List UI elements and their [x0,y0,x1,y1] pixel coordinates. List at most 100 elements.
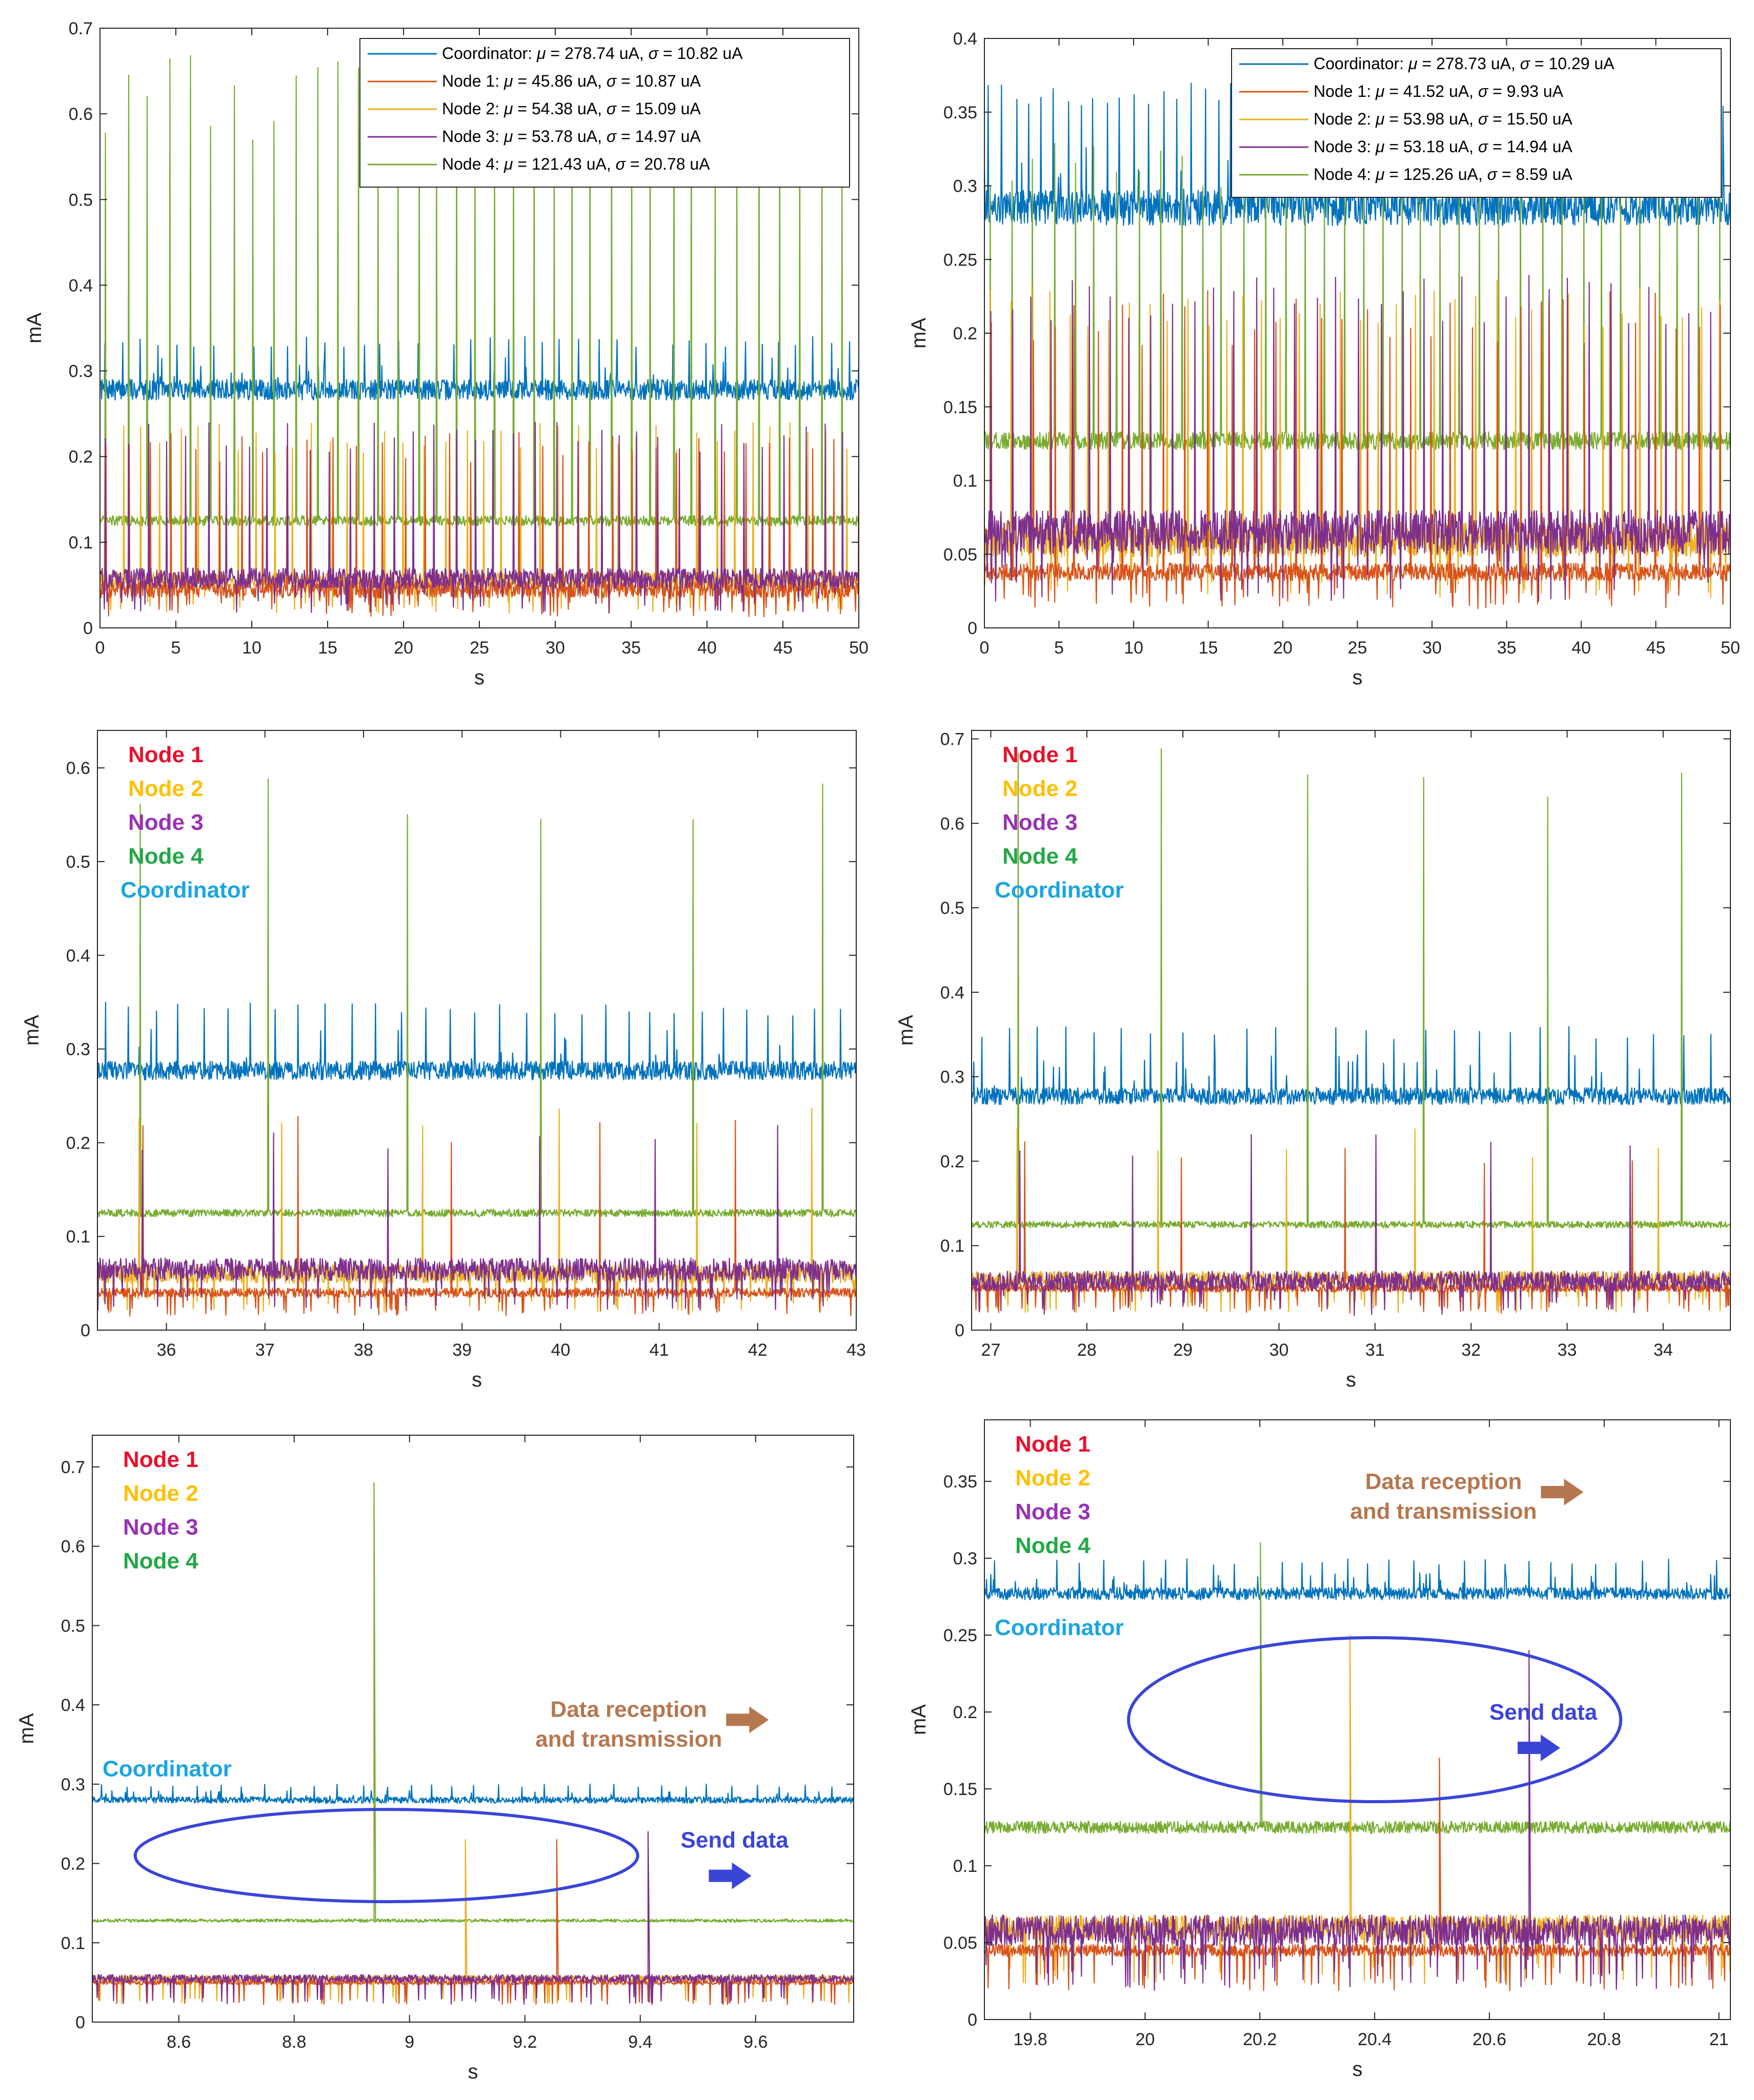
y-tick-label: 0.3 [61,1775,85,1795]
x-tick-label: 9.6 [743,2032,768,2052]
annotation-group: Data reception and transmission Send data [1127,1469,1623,1803]
y-tick-label: 0.2 [953,324,977,343]
legend-box [359,38,850,188]
x-tick-label: 32 [1461,1340,1481,1360]
y-tick-label: 0.1 [69,533,93,553]
x-tick-label: 38 [354,1340,373,1360]
x-tick-label: 45 [1646,638,1666,658]
axes-frame [97,730,857,1331]
legend-entry-coordinator: Coordinator: μ = 278.73 uA, σ = 10.29 uA [1314,54,1615,73]
right-arrow-icon [1541,1479,1584,1505]
y-tick-label: 0.6 [940,814,964,833]
x-axis-label: s [474,666,485,689]
y-tick-label: 0.7 [61,1458,85,1477]
label-node-4: Node 4 [1015,1533,1091,1558]
x-axis-label: s [1346,1369,1356,1391]
y-tick-label: 0.25 [943,250,977,270]
axes-frame [92,1435,854,2023]
y-tick-label: 0.25 [943,1626,977,1645]
label-node-3: Node 3 [128,810,204,835]
series-coordinator [92,1783,854,1804]
series-node3 [984,1649,1730,1991]
annotation-group: Data reception and transmission Send data [133,1697,789,1904]
send-data-label: Send data [681,1828,789,1853]
x-tick-label: 50 [1721,638,1740,658]
y-tick-label: 0.4 [61,1696,85,1715]
label-node-1: Node 1 [1002,742,1078,767]
y-tick-label: 0 [967,619,977,638]
plot-area [97,778,856,1317]
x-tick-label: 20.6 [1473,2030,1506,2049]
x-tick-label: 27 [981,1340,1001,1360]
label-coordinator: Coordinator [995,878,1124,903]
y-tick-label: 0.1 [940,1236,964,1256]
legend-entry-node1: Node 1: μ = 45.86 uA, σ = 10.87 uA [442,72,701,90]
y-tick-label: 0.7 [69,19,93,38]
y-tick-label: 0.2 [940,1152,964,1171]
x-tick-label: 33 [1558,1340,1577,1360]
x-tick-label: 40 [551,1340,570,1360]
x-tick-label: 31 [1365,1340,1385,1360]
y-axis-label: mA [908,1704,930,1735]
legend-entry-coordinator: Coordinator: μ = 278.74 uA, σ = 10.82 uA [442,44,743,63]
x-tick-label: 20.4 [1358,2030,1392,2049]
label-node-2: Node 2 [1015,1465,1091,1491]
y-tick-label: 0 [83,619,93,638]
chart-panel-1: 0 5 10 15 20 25 30 35 40 45 50 0 0.1 0.2 0.3 0.4 0.5 0.6 0… [23,19,869,689]
x-tick-label: 0 [980,638,990,658]
y-tick-label: 0.7 [940,729,964,749]
label-node-3: Node 3 [1002,810,1078,835]
y-tick-label: 0.6 [69,105,93,124]
y-axis-label: mA [21,1015,43,1046]
chart-panel-3: 36 37 38 39 40 41 42 43 0 0.1 0.2 0.3 0.4 0.5 0.6 s mA No… [21,730,866,1391]
x-tick-label: 35 [1497,638,1517,658]
label-node-3: Node 3 [1015,1499,1091,1524]
series-node3 [97,1125,856,1311]
y-tick-label: 0.4 [953,29,977,49]
series-node4 [984,1542,1730,1834]
y-tick-label: 0.5 [69,190,93,210]
series-coordinator [984,82,1730,227]
series-coordinator [100,336,859,401]
x-tick-label: 43 [846,1340,866,1360]
y-tick-label: 0.3 [66,1040,90,1059]
send-data-ellipse [133,1808,639,1904]
chart-panel-6: 19.8 20 20.2 20.4 20.6 20.8 21 0 0.05 0.1 0.15 0.2 0… [908,1419,1731,2081]
series-node3 [972,1134,1730,1316]
y-tick-label: 0.1 [66,1227,90,1247]
x-tick-label: 5 [171,638,181,658]
data-reception-label-line2: and transmission [1350,1499,1537,1524]
x-tick-label: 30 [1422,638,1442,658]
y-tick-label: 0.2 [61,1854,85,1874]
y-axis-label: mA [15,1713,38,1744]
y-tick-label: 0.15 [943,1780,977,1799]
y-tick-label: 0 [955,1321,964,1340]
series-node1 [984,290,1730,609]
y-tick-label: 0.2 [66,1133,90,1153]
x-tick-label: 41 [650,1340,669,1360]
x-tick-label: 30 [1269,1340,1289,1360]
x-tick-label: 20.2 [1243,2030,1277,2049]
legend-box [1231,48,1722,198]
label-node-1: Node 1 [123,1447,198,1472]
x-tick-label: 0 [95,638,105,658]
y-tick-label: 0 [967,2010,977,2030]
data-reception-label-line1: Data reception [1365,1469,1522,1494]
x-tick-label: 9.2 [513,2032,537,2052]
x-tick-label: 10 [242,638,261,658]
legend: Coordinator: μ = 278.73 uA, σ = 10.29 uA… [1231,48,1722,198]
y-tick-label: 0.4 [66,946,90,966]
x-axis-label: s [1353,666,1363,689]
y-tick-label: 0.1 [61,1933,85,1953]
right-arrow-icon [726,1706,769,1734]
legend-entry-node3: Node 3: μ = 53.18 uA, σ = 14.94 uA [1314,137,1572,156]
x-tick-label: 35 [621,638,641,658]
y-tick-label: 0.05 [943,1933,977,1953]
label-coordinator: Coordinator [103,1756,232,1781]
label-node-1: Node 1 [1015,1432,1091,1457]
x-tick-label: 15 [1199,638,1218,658]
series-node4 [97,778,856,1217]
series-node4 [972,748,1730,1229]
y-tick-label: 0.35 [943,1472,977,1492]
